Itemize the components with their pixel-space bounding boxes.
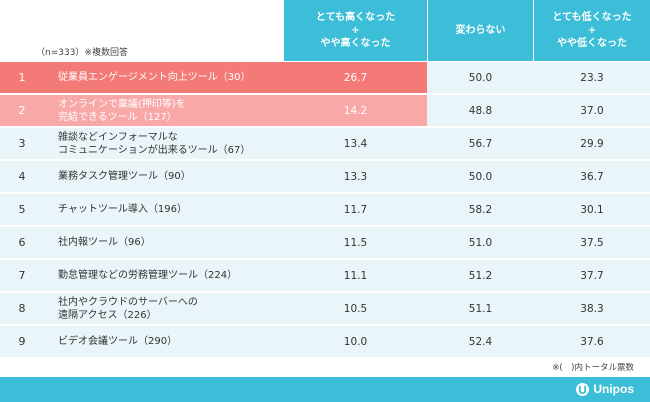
tool-label: 勤怠管理などの労務管理ツール（224） <box>58 270 238 281</box>
table-row: 7 勤怠管理などの労務管理ツール（224） 11.1 51.2 37.7 <box>0 260 650 291</box>
rank-number: 1 <box>18 71 26 84</box>
rank-number: 3 <box>18 137 26 150</box>
value-higher: 10.0 <box>343 335 368 348</box>
value-lower: 37.6 <box>580 335 604 348</box>
tool-label: ビデオ会議ツール（290） <box>58 336 178 347</box>
highlight-band <box>0 62 427 93</box>
value-higher: 26.7 <box>343 71 368 84</box>
rank-number: 4 <box>18 170 26 183</box>
table-row: 8 社内やクラウドのサーバーへの 遠隔アクセス（226） 10.5 51.1 3… <box>0 293 650 324</box>
header-lower: とても低くなった + やや低くなった <box>534 0 650 61</box>
unipos-logo-icon <box>576 382 590 396</box>
value-higher: 13.4 <box>343 137 368 150</box>
value-unchanged: 51.0 <box>468 236 493 249</box>
value-lower: 37.5 <box>580 236 604 249</box>
value-unchanged: 52.4 <box>468 335 493 348</box>
value-higher: 11.1 <box>343 269 368 282</box>
value-lower: 38.3 <box>580 302 604 315</box>
value-lower: 37.0 <box>580 104 604 117</box>
value-lower: 30.1 <box>580 203 604 216</box>
value-unchanged: 51.1 <box>468 302 493 315</box>
table-row: 9 ビデオ会議ツール（290） 10.0 52.4 37.6 <box>0 326 650 357</box>
value-unchanged: 58.2 <box>468 203 493 216</box>
brand-name: Unipos <box>593 382 634 396</box>
tool-label: 業務タスク管理ツール（90） <box>58 171 191 182</box>
sample-note: （n=333）※複数回答 <box>36 48 128 58</box>
highlight-band <box>0 95 427 126</box>
value-higher: 11.7 <box>343 203 368 216</box>
footer-bar: Unipos <box>0 377 650 402</box>
table-row: 3 雑談などインフォーマルな コミュニケーションが出来るツール（67） 13.4… <box>0 128 650 159</box>
value-higher: 13.3 <box>343 170 368 183</box>
tool-label: 従業員エンゲージメント向上ツール（30） <box>58 72 251 83</box>
value-lower: 29.9 <box>580 137 604 150</box>
tool-label: オンラインで稟議(押印等)を 完結できるツール（127） <box>58 98 186 123</box>
table-row: 4 業務タスク管理ツール（90） 13.3 50.0 36.7 <box>0 161 650 192</box>
value-unchanged: 56.7 <box>468 137 493 150</box>
header-unchanged: 変わらない <box>428 0 533 61</box>
brand-logo: Unipos <box>576 382 634 396</box>
tool-label: 雑談などインフォーマルな コミュニケーションが出来るツール（67） <box>58 131 251 156</box>
value-lower: 23.3 <box>580 71 604 84</box>
rank-number: 6 <box>18 236 26 249</box>
table-row: 6 社内報ツール（96） 11.5 51.0 37.5 <box>0 227 650 258</box>
value-lower: 37.7 <box>580 269 604 282</box>
header-higher: とても高くなった + やや高くなった <box>284 0 427 61</box>
value-unchanged: 50.0 <box>468 71 493 84</box>
value-higher: 10.5 <box>343 302 368 315</box>
table-row: 5 チャットツール導入（196） 11.7 58.2 30.1 <box>0 194 650 225</box>
rank-number: 9 <box>18 335 26 348</box>
table-header: （n=333）※複数回答 とても高くなった + やや高くなった 変わらない とて… <box>0 0 650 62</box>
tool-label: 社内報ツール（96） <box>58 237 151 248</box>
rank-number: 7 <box>18 269 26 282</box>
value-higher: 11.5 <box>343 236 368 249</box>
rank-number: 5 <box>18 203 26 216</box>
value-unchanged: 50.0 <box>468 170 493 183</box>
results-table: （n=333）※複数回答 とても高くなった + やや高くなった 変わらない とて… <box>0 0 650 357</box>
value-higher: 14.2 <box>343 104 368 117</box>
tool-label: 社内やクラウドのサーバーへの 遠隔アクセス（226） <box>58 296 198 321</box>
rank-number: 8 <box>18 302 26 315</box>
rank-number: 2 <box>18 104 26 117</box>
table-row: 1 従業員エンゲージメント向上ツール（30） 26.7 50.0 23.3 <box>0 62 650 93</box>
vote-count-footnote: ※( )内トータル票数 <box>552 363 634 373</box>
value-unchanged: 51.2 <box>468 269 493 282</box>
table-row: 2 オンラインで稟議(押印等)を 完結できるツール（127） 14.2 48.8… <box>0 95 650 126</box>
tool-label: チャットツール導入（196） <box>58 204 187 215</box>
value-lower: 36.7 <box>580 170 604 183</box>
value-unchanged: 48.8 <box>468 104 493 117</box>
